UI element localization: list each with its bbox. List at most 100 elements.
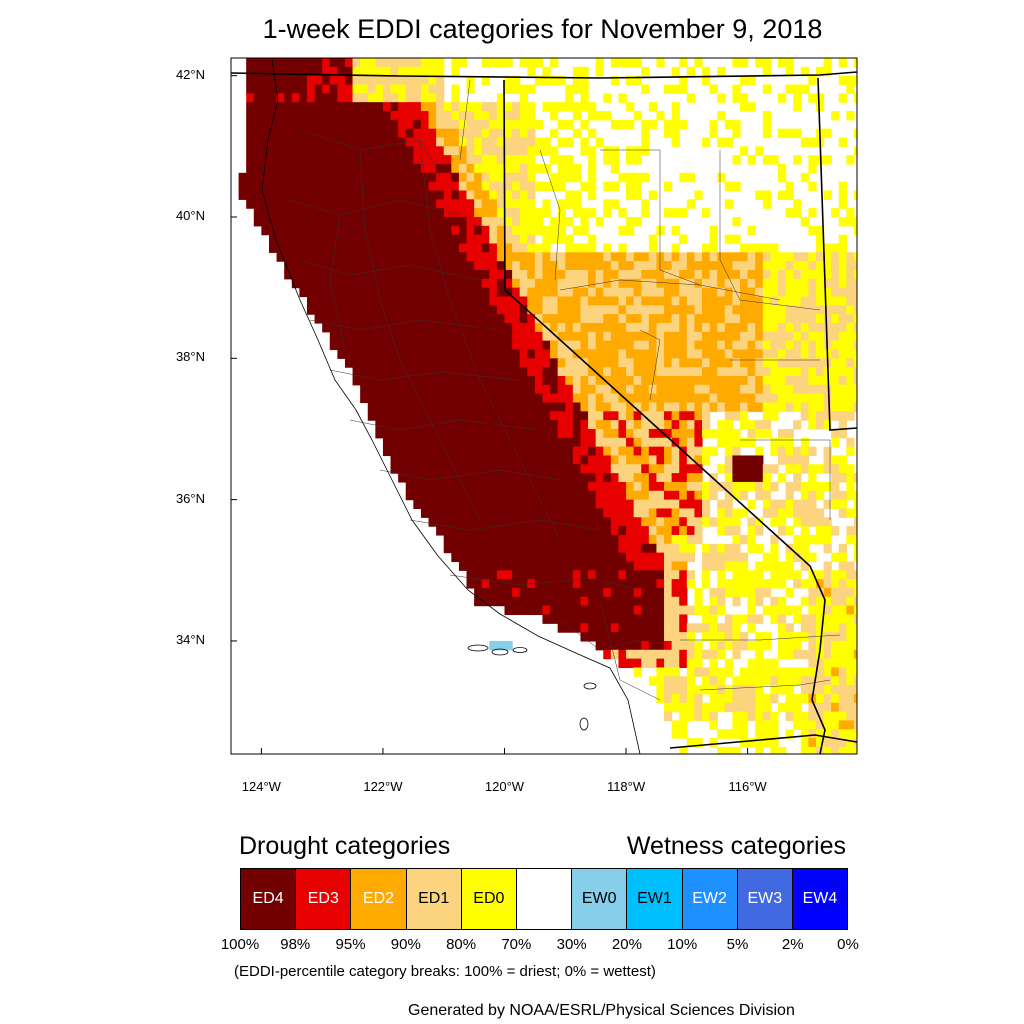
eddi-cell-ed1 <box>633 481 642 492</box>
eddi-cell-ed4 <box>405 199 414 209</box>
eddi-cell-ed4 <box>610 640 620 651</box>
eddi-cell-ed4 <box>360 287 369 298</box>
eddi-cell-ed0 <box>853 349 857 359</box>
eddi-cell-ed1 <box>436 137 445 147</box>
eddi-cell-ed2 <box>740 287 749 298</box>
eddi-cell-ed4 <box>504 446 513 457</box>
eddi-cell-ed1 <box>572 375 582 386</box>
eddi-cell-ed1 <box>785 358 794 368</box>
eddi-cell-ed4 <box>314 119 323 130</box>
eddi-cell-ed4 <box>519 411 528 421</box>
eddi-cell-ed0 <box>694 190 703 200</box>
eddi-cell-ed4 <box>390 340 399 351</box>
eddi-cell-ed4 <box>656 587 665 598</box>
eddi-cell-ed0 <box>671 702 680 713</box>
eddi-cell-ed2 <box>633 349 642 359</box>
eddi-cell-ed2 <box>656 402 665 412</box>
eddi-cell-ed4 <box>291 66 300 77</box>
eddi-cell-ed4 <box>496 367 506 377</box>
eddi-cell-ed1 <box>724 526 734 536</box>
eddi-cell-ed4 <box>375 199 384 209</box>
eddi-cell-ed1 <box>694 269 703 280</box>
eddi-cell-ed4 <box>291 58 300 68</box>
eddi-cell-ed1 <box>641 658 650 669</box>
eddi-cell-ed3 <box>542 349 551 359</box>
eddi-cell-ed0 <box>420 66 430 77</box>
eddi-cell-ed1 <box>793 579 802 589</box>
eddi-cell-ed1 <box>648 305 658 315</box>
eddi-cell-ed4 <box>648 605 658 616</box>
eddi-cell-ed1 <box>588 375 597 386</box>
eddi-cell-ed4 <box>352 225 361 236</box>
eddi-cell-ed4 <box>512 561 521 571</box>
eddi-cell-ed0 <box>831 384 840 395</box>
eddi-cell-ed4 <box>565 473 574 483</box>
eddi-cell-ed0 <box>838 216 847 227</box>
eddi-cell-ed0 <box>785 384 794 395</box>
eddi-cell-ed1 <box>815 676 825 686</box>
eddi-cell-ed2 <box>641 402 650 412</box>
eddi-cell-ed2 <box>610 455 620 465</box>
eddi-cell-ed4 <box>496 481 506 492</box>
eddi-cell-ed0 <box>800 340 809 351</box>
eddi-cell-ed2 <box>443 137 452 147</box>
eddi-cell-ed2 <box>565 322 574 333</box>
eddi-cell-ed0 <box>542 66 551 77</box>
eddi-cell-ed2 <box>724 331 734 342</box>
eddi-cell-ed4 <box>512 526 521 536</box>
eddi-cell-ed1 <box>565 349 574 359</box>
eddi-cell-ed1 <box>679 676 688 686</box>
eddi-cell-ed2 <box>595 349 604 359</box>
eddi-cell-ed4 <box>580 490 589 501</box>
eddi-cell-ed4 <box>329 58 338 68</box>
eddi-cell-ed4 <box>474 402 483 412</box>
eddi-cell-ed0 <box>641 128 650 139</box>
eddi-cell-ed0 <box>626 190 635 200</box>
eddi-cell-ed4 <box>284 102 293 112</box>
eddi-cell-ed4 <box>390 322 399 333</box>
eddi-cell-ed4 <box>565 605 574 616</box>
eddi-cell-ed4 <box>367 155 376 165</box>
eddi-cell-ed4 <box>443 322 452 333</box>
eddi-cell-ed4 <box>367 340 376 351</box>
eddi-cell-ed4 <box>443 216 452 227</box>
eddi-cell-ed1 <box>694 331 703 342</box>
eddi-cell-ed0 <box>618 119 627 130</box>
eddi-cell-ed3 <box>420 137 430 147</box>
eddi-cell-ed1 <box>808 314 817 324</box>
eddi-cell-ed1 <box>648 526 658 536</box>
eddi-cell-ed1 <box>603 305 612 315</box>
eddi-cell-ed4 <box>504 587 513 598</box>
eddi-cell-ed4 <box>367 119 376 130</box>
eddi-cell-ed4 <box>489 499 498 510</box>
eddi-cell-ed4 <box>572 605 582 616</box>
eddi-cell-ed3 <box>489 269 498 280</box>
eddi-cell-ed2 <box>702 252 711 262</box>
eddi-cell-ed1 <box>800 561 809 571</box>
eddi-cell-ed4 <box>519 508 528 518</box>
eddi-cell-ed0 <box>793 393 802 404</box>
eddi-cell-ed1 <box>504 208 513 218</box>
eddi-cell-ed0 <box>846 464 855 474</box>
eddi-cell-ed4 <box>474 314 483 324</box>
eddi-cell-ed1 <box>664 252 673 262</box>
eddi-cell-ed1 <box>534 269 544 280</box>
eddi-cell-ed1 <box>633 402 642 412</box>
eddi-cell-ed4 <box>291 278 300 289</box>
eddi-cell-ed0 <box>823 58 832 68</box>
eddi-cell-ed3 <box>641 526 650 536</box>
eddi-cell-ed1 <box>785 305 794 315</box>
eddi-cell-ed0 <box>679 534 688 545</box>
eddi-cell-ed0 <box>770 278 779 289</box>
eddi-cell-ed4 <box>420 296 430 306</box>
eddi-cell-ed0 <box>588 181 597 192</box>
eddi-cell-ed1 <box>831 287 840 298</box>
eddi-cell-ed0 <box>793 331 802 342</box>
eddi-cell-ed1 <box>785 428 794 439</box>
legend-box-ew2: EW2 <box>682 869 738 929</box>
eddi-cell-ed0 <box>762 693 771 704</box>
eddi-cell-ed1 <box>853 278 857 289</box>
eddi-cell-ed3 <box>557 384 566 395</box>
eddi-cell-ed4 <box>481 543 490 554</box>
eddi-cell-ed4 <box>268 234 278 245</box>
